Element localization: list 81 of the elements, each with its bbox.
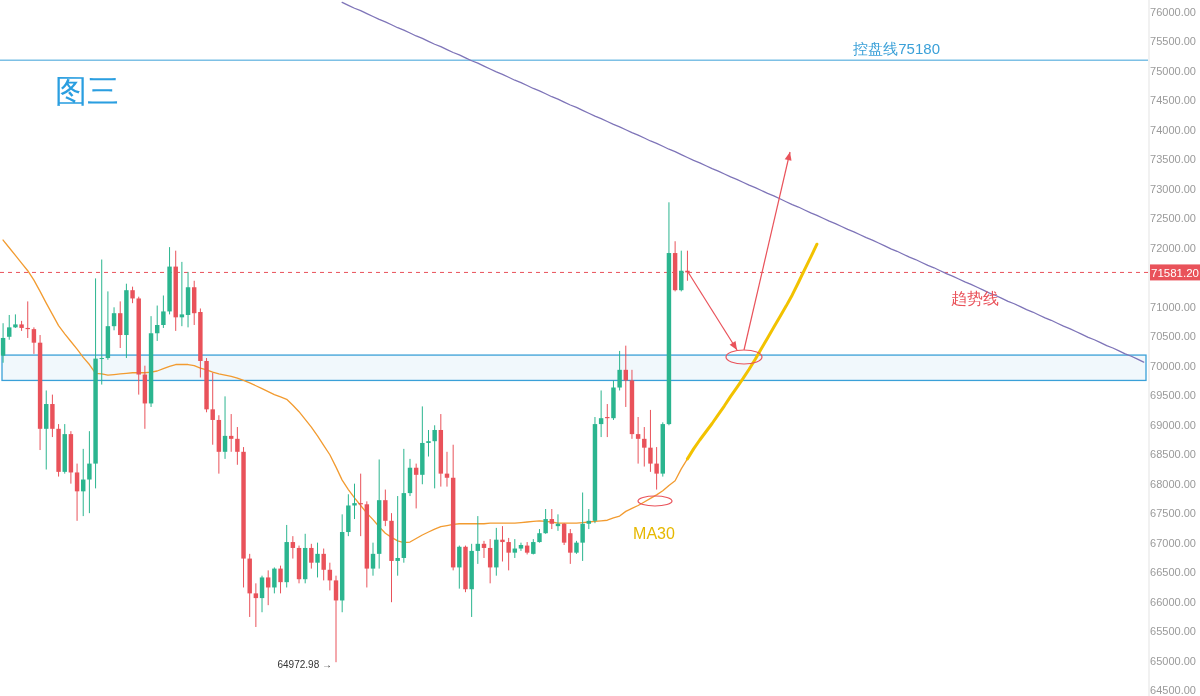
- candlestick: [549, 508, 555, 530]
- candlestick: [358, 473, 363, 537]
- candlestick: [272, 566, 277, 594]
- candlestick: [253, 582, 259, 628]
- y-tick-label: 70000.00: [1150, 359, 1196, 372]
- candlestick: [642, 426, 647, 468]
- candlestick: [413, 463, 419, 509]
- candlestick: [161, 295, 166, 329]
- y-tick-label: 75000.00: [1150, 64, 1196, 77]
- candlestick: [87, 430, 92, 514]
- y-tick-label: 70500.00: [1150, 330, 1196, 343]
- candlestick: [210, 372, 215, 446]
- candlestick: [111, 306, 117, 331]
- y-tick-label: 75500.00: [1150, 35, 1196, 48]
- y-tick-label: 67500.00: [1150, 507, 1196, 520]
- candlestick: [235, 426, 240, 466]
- candlestick: [635, 416, 641, 465]
- y-tick-label: 73500.00: [1150, 153, 1196, 166]
- candlestick: [0, 322, 6, 364]
- candlestick: [7, 314, 12, 341]
- y-tick-label: 69500.00: [1150, 389, 1196, 402]
- y-tick-label: 76000.00: [1150, 5, 1196, 18]
- candlestick: [315, 542, 320, 578]
- candlestick: [432, 424, 437, 489]
- candlestick: [74, 463, 80, 522]
- y-tick-label: 68500.00: [1150, 448, 1196, 461]
- y-tick-label: 66000.00: [1150, 595, 1196, 608]
- candlestick: [370, 542, 376, 577]
- y-tick-label: 68000.00: [1150, 477, 1196, 490]
- candlestick: [259, 575, 265, 613]
- candlestick: [506, 537, 511, 571]
- y-tick-label: 64500.00: [1150, 684, 1196, 696]
- y-tick-label: 74000.00: [1150, 123, 1196, 136]
- y-tick-label: 65500.00: [1150, 625, 1196, 638]
- candlestick: [383, 489, 388, 527]
- candlestick: [605, 403, 610, 438]
- candlestick: [648, 409, 653, 473]
- text: 图三: [55, 73, 119, 109]
- ref-line-label: 控盘线75180: [853, 40, 940, 58]
- candlestick: [500, 525, 505, 563]
- candlestick: [586, 508, 592, 530]
- candlestick: [222, 395, 228, 460]
- candlestick: [617, 350, 622, 391]
- candlestick: [395, 495, 400, 577]
- candlestick: [118, 300, 123, 349]
- candlestick: [568, 528, 573, 565]
- candlestick: [99, 259, 104, 386]
- y-tick-label: 74500.00: [1150, 94, 1196, 107]
- y-tick-label: 71000.00: [1150, 300, 1196, 313]
- candlestick: [457, 545, 462, 590]
- candlestick: [278, 565, 283, 594]
- candlestick: [475, 515, 481, 565]
- candlestick: [179, 261, 185, 327]
- line-series: [2, 239, 689, 544]
- y-tick-label: 72500.00: [1150, 212, 1196, 225]
- candlestick: [518, 542, 524, 552]
- annotation: 趋势线: [951, 290, 999, 307]
- y-tick-label: 73000.00: [1150, 182, 1196, 195]
- candlestick: [309, 543, 314, 570]
- y-tick-label: 65000.00: [1150, 654, 1196, 667]
- candlestick: [352, 483, 357, 520]
- candlestick: [290, 535, 296, 560]
- candlestick: [228, 413, 234, 453]
- candlestick: [598, 389, 604, 438]
- line-series: [341, 1, 1145, 363]
- y-tick-label: 72000.00: [1150, 241, 1196, 254]
- y-tick-label: 67000.00: [1150, 536, 1196, 549]
- candlestick: [561, 522, 567, 546]
- y-tick-label: 66500.00: [1150, 566, 1196, 579]
- y-tick-label: 69000.00: [1150, 418, 1196, 431]
- line-series: [685, 242, 819, 461]
- annotation: MA30: [633, 525, 675, 542]
- candlestick: [654, 446, 659, 491]
- candlestick: [580, 492, 585, 562]
- candlestick: [31, 326, 37, 355]
- candlestick: [426, 429, 431, 458]
- candlestick: [321, 548, 326, 581]
- candlestick: [543, 508, 548, 535]
- annotation: 64972.98 →: [277, 659, 332, 670]
- ref-line-label: 71581.20: [1151, 266, 1199, 279]
- candlestick: [333, 575, 339, 663]
